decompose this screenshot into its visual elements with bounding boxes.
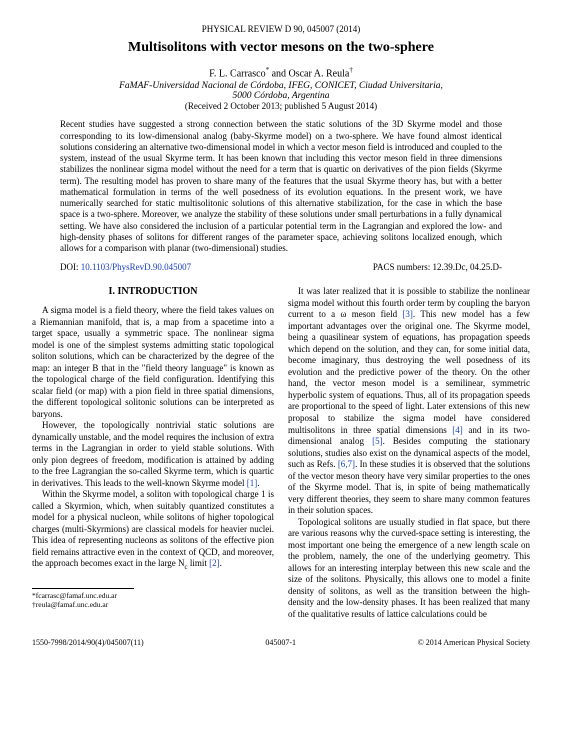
affiliation-line-2: 5000 Córdoba, Argentina bbox=[32, 91, 530, 101]
footer-right: © 2014 American Physical Society bbox=[418, 638, 530, 647]
affiliation-line-1: FaMAF-Universidad Nacional de Córdoba, I… bbox=[32, 81, 530, 91]
journal-header: PHYSICAL REVIEW D 90, 045007 (2014) bbox=[32, 24, 530, 34]
col2-para-1: It was later realized that it is possibl… bbox=[288, 286, 530, 516]
col1-p3-text-c: . bbox=[220, 558, 222, 568]
abstract: Recent studies have suggested a strong c… bbox=[60, 119, 502, 254]
col1-para-2: However, the topologically nontrivial st… bbox=[32, 420, 274, 489]
section-1-title: I. INTRODUCTION bbox=[32, 286, 274, 299]
col2-p1-text-b: . This new model has a few important adv… bbox=[288, 309, 530, 434]
footer-left: 1550-7998/2014/90(4)/045007(11) bbox=[32, 638, 144, 647]
citation-4[interactable]: [4] bbox=[452, 425, 463, 435]
paper-title: Multisolitons with vector mesons on the … bbox=[32, 40, 530, 56]
col1-para-1: A sigma model is a field theory, where t… bbox=[32, 305, 274, 420]
footnote-2: †reula@famaf.unc.edu.ar bbox=[32, 600, 134, 609]
body-columns: I. INTRODUCTION A sigma model is a field… bbox=[32, 286, 530, 620]
column-right: It was later realized that it is possibl… bbox=[288, 286, 530, 620]
doi: DOI: 10.1103/PhysRevD.90.045007 bbox=[60, 262, 191, 272]
authors: F. L. Carrasco* and Oscar A. Reula† bbox=[32, 66, 530, 79]
col1-p2-text-b: . bbox=[257, 478, 259, 488]
doi-label: DOI: bbox=[60, 262, 79, 272]
citation-5[interactable]: [5] bbox=[372, 436, 383, 446]
doi-pacs-row: DOI: 10.1103/PhysRevD.90.045007 PACS num… bbox=[60, 262, 502, 272]
citation-3[interactable]: [3] bbox=[402, 309, 413, 319]
column-left: I. INTRODUCTION A sigma model is a field… bbox=[32, 286, 274, 620]
footnotes: *fcarrasc@famaf.unc.edu.ar †reula@famaf.… bbox=[32, 588, 134, 609]
author-footnote-marker-1: * bbox=[266, 66, 270, 74]
col1-p2-text-a: However, the topologically nontrivial st… bbox=[32, 420, 274, 488]
col1-p3-text-b: limit bbox=[188, 558, 210, 568]
page-footer: 1550-7998/2014/90(4)/045007(11) 045007-1… bbox=[32, 638, 530, 647]
citation-2[interactable]: [2] bbox=[209, 558, 220, 568]
citation-6-7[interactable]: [6,7] bbox=[338, 459, 355, 469]
col1-para-3: Within the Skyrme model, a soliton with … bbox=[32, 489, 274, 572]
page-container: PHYSICAL REVIEW D 90, 045007 (2014) Mult… bbox=[0, 0, 562, 665]
col2-para-2: Topological solitons are usually studied… bbox=[288, 517, 530, 621]
author-footnote-marker-2: † bbox=[349, 66, 353, 74]
col1-p3-text-a: Within the Skyrme model, a soliton with … bbox=[32, 489, 274, 568]
footer-center: 045007-1 bbox=[265, 638, 296, 647]
pacs-numbers: PACS numbers: 12.39.Dc, 04.25.D- bbox=[373, 262, 502, 272]
footnote-1: *fcarrasc@famaf.unc.edu.ar bbox=[32, 591, 134, 600]
received-published-dates: (Received 2 October 2013; published 5 Au… bbox=[32, 101, 530, 111]
citation-1[interactable]: [1] bbox=[247, 478, 258, 488]
doi-link[interactable]: 10.1103/PhysRevD.90.045007 bbox=[81, 262, 191, 272]
